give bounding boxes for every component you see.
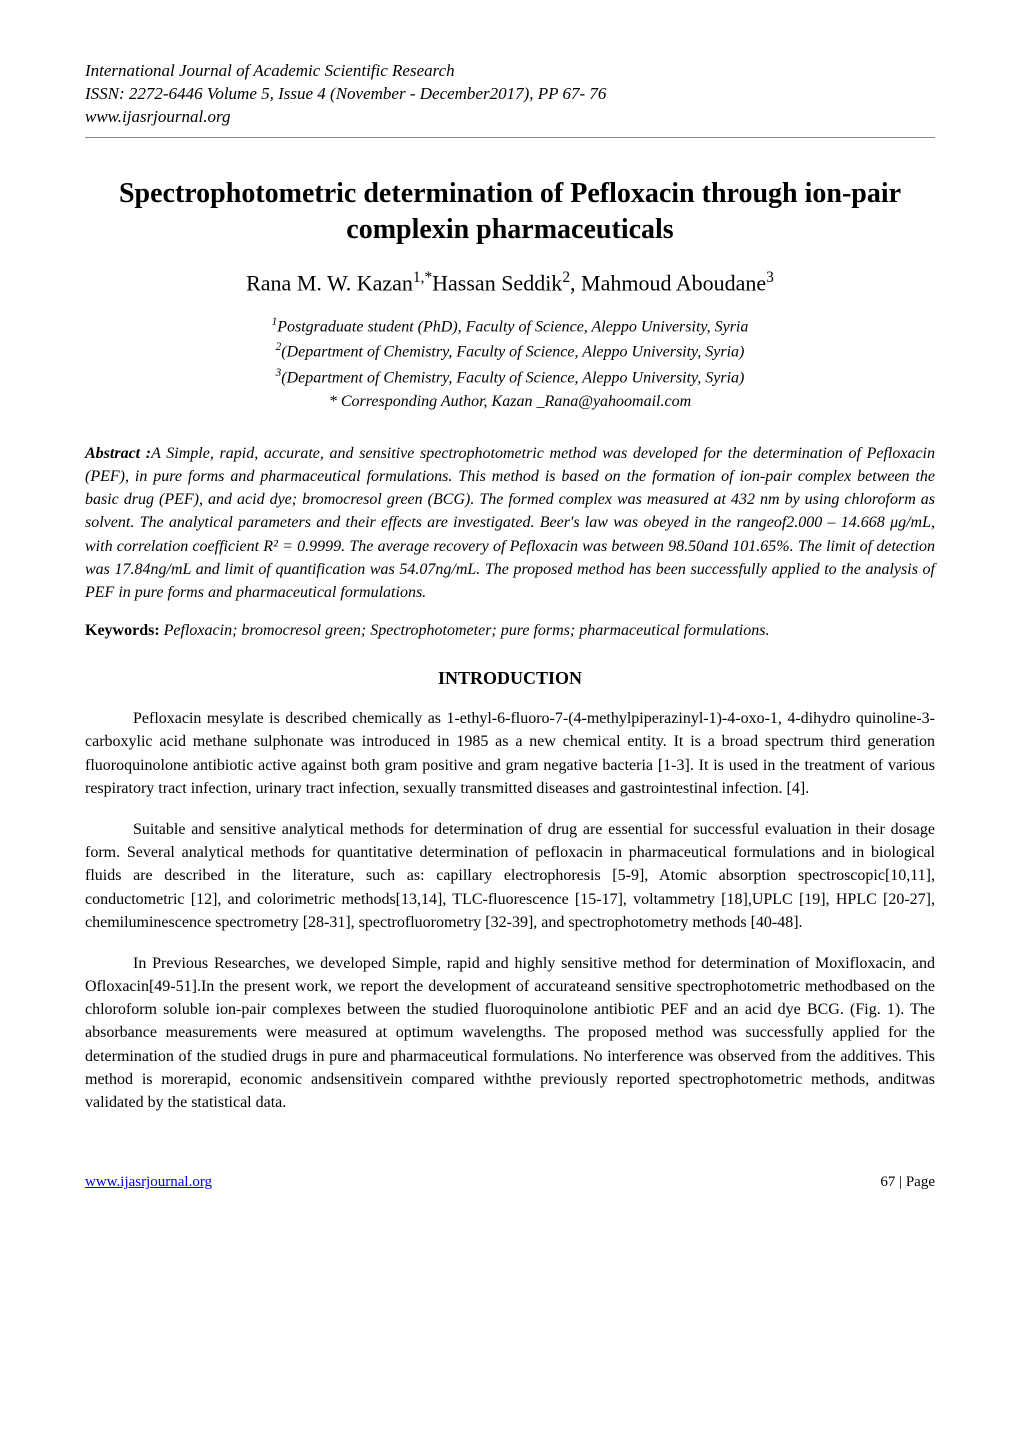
affiliations-block: 1Postgraduate student (PhD), Faculty of …	[85, 314, 935, 414]
journal-site: www.ijasrjournal.org	[85, 106, 935, 129]
corresponding-author: * Corresponding Author, Kazan _Rana@yaho…	[85, 390, 935, 414]
issn-line: ISSN: 2272-6446 Volume 5, Issue 4 (Novem…	[85, 83, 935, 106]
affiliation-1: 1Postgraduate student (PhD), Faculty of …	[85, 314, 935, 339]
footer-link[interactable]: www.ijasrjournal.org	[85, 1174, 212, 1190]
keywords-text: Pefloxacin; bromocresol green; Spectroph…	[160, 622, 770, 639]
journal-name: International Journal of Academic Scient…	[85, 60, 935, 83]
page-footer: www.ijasrjournal.org 67 | Page	[85, 1174, 935, 1191]
keywords-label: Keywords:	[85, 622, 160, 639]
article-title: Spectrophotometric determination of Pefl…	[85, 176, 935, 249]
section-heading-introduction: INTRODUCTION	[85, 668, 935, 689]
affiliation-3: 3(Department of Chemistry, Faculty of Sc…	[85, 365, 935, 390]
authors-line: Rana M. W. Kazan1,*Hassan Seddik2, Mahmo…	[85, 269, 935, 296]
header-divider	[85, 137, 935, 138]
page-number: 67 | Page	[880, 1174, 935, 1191]
body-paragraph: Pefloxacin mesylate is described chemica…	[85, 707, 935, 800]
abstract-block: Abstract :A Simple, rapid, accurate, and…	[85, 442, 935, 604]
keywords-block: Keywords: Pefloxacin; bromocresol green;…	[85, 622, 935, 640]
affiliation-2: 2(Department of Chemistry, Faculty of Sc…	[85, 339, 935, 364]
abstract-text: A Simple, rapid, accurate, and sensitive…	[85, 445, 935, 601]
body-paragraph: Suitable and sensitive analytical method…	[85, 818, 935, 934]
abstract-label: Abstract :	[85, 445, 151, 462]
body-paragraph: In Previous Researches, we developed Sim…	[85, 952, 935, 1114]
journal-header: International Journal of Academic Scient…	[85, 60, 935, 129]
